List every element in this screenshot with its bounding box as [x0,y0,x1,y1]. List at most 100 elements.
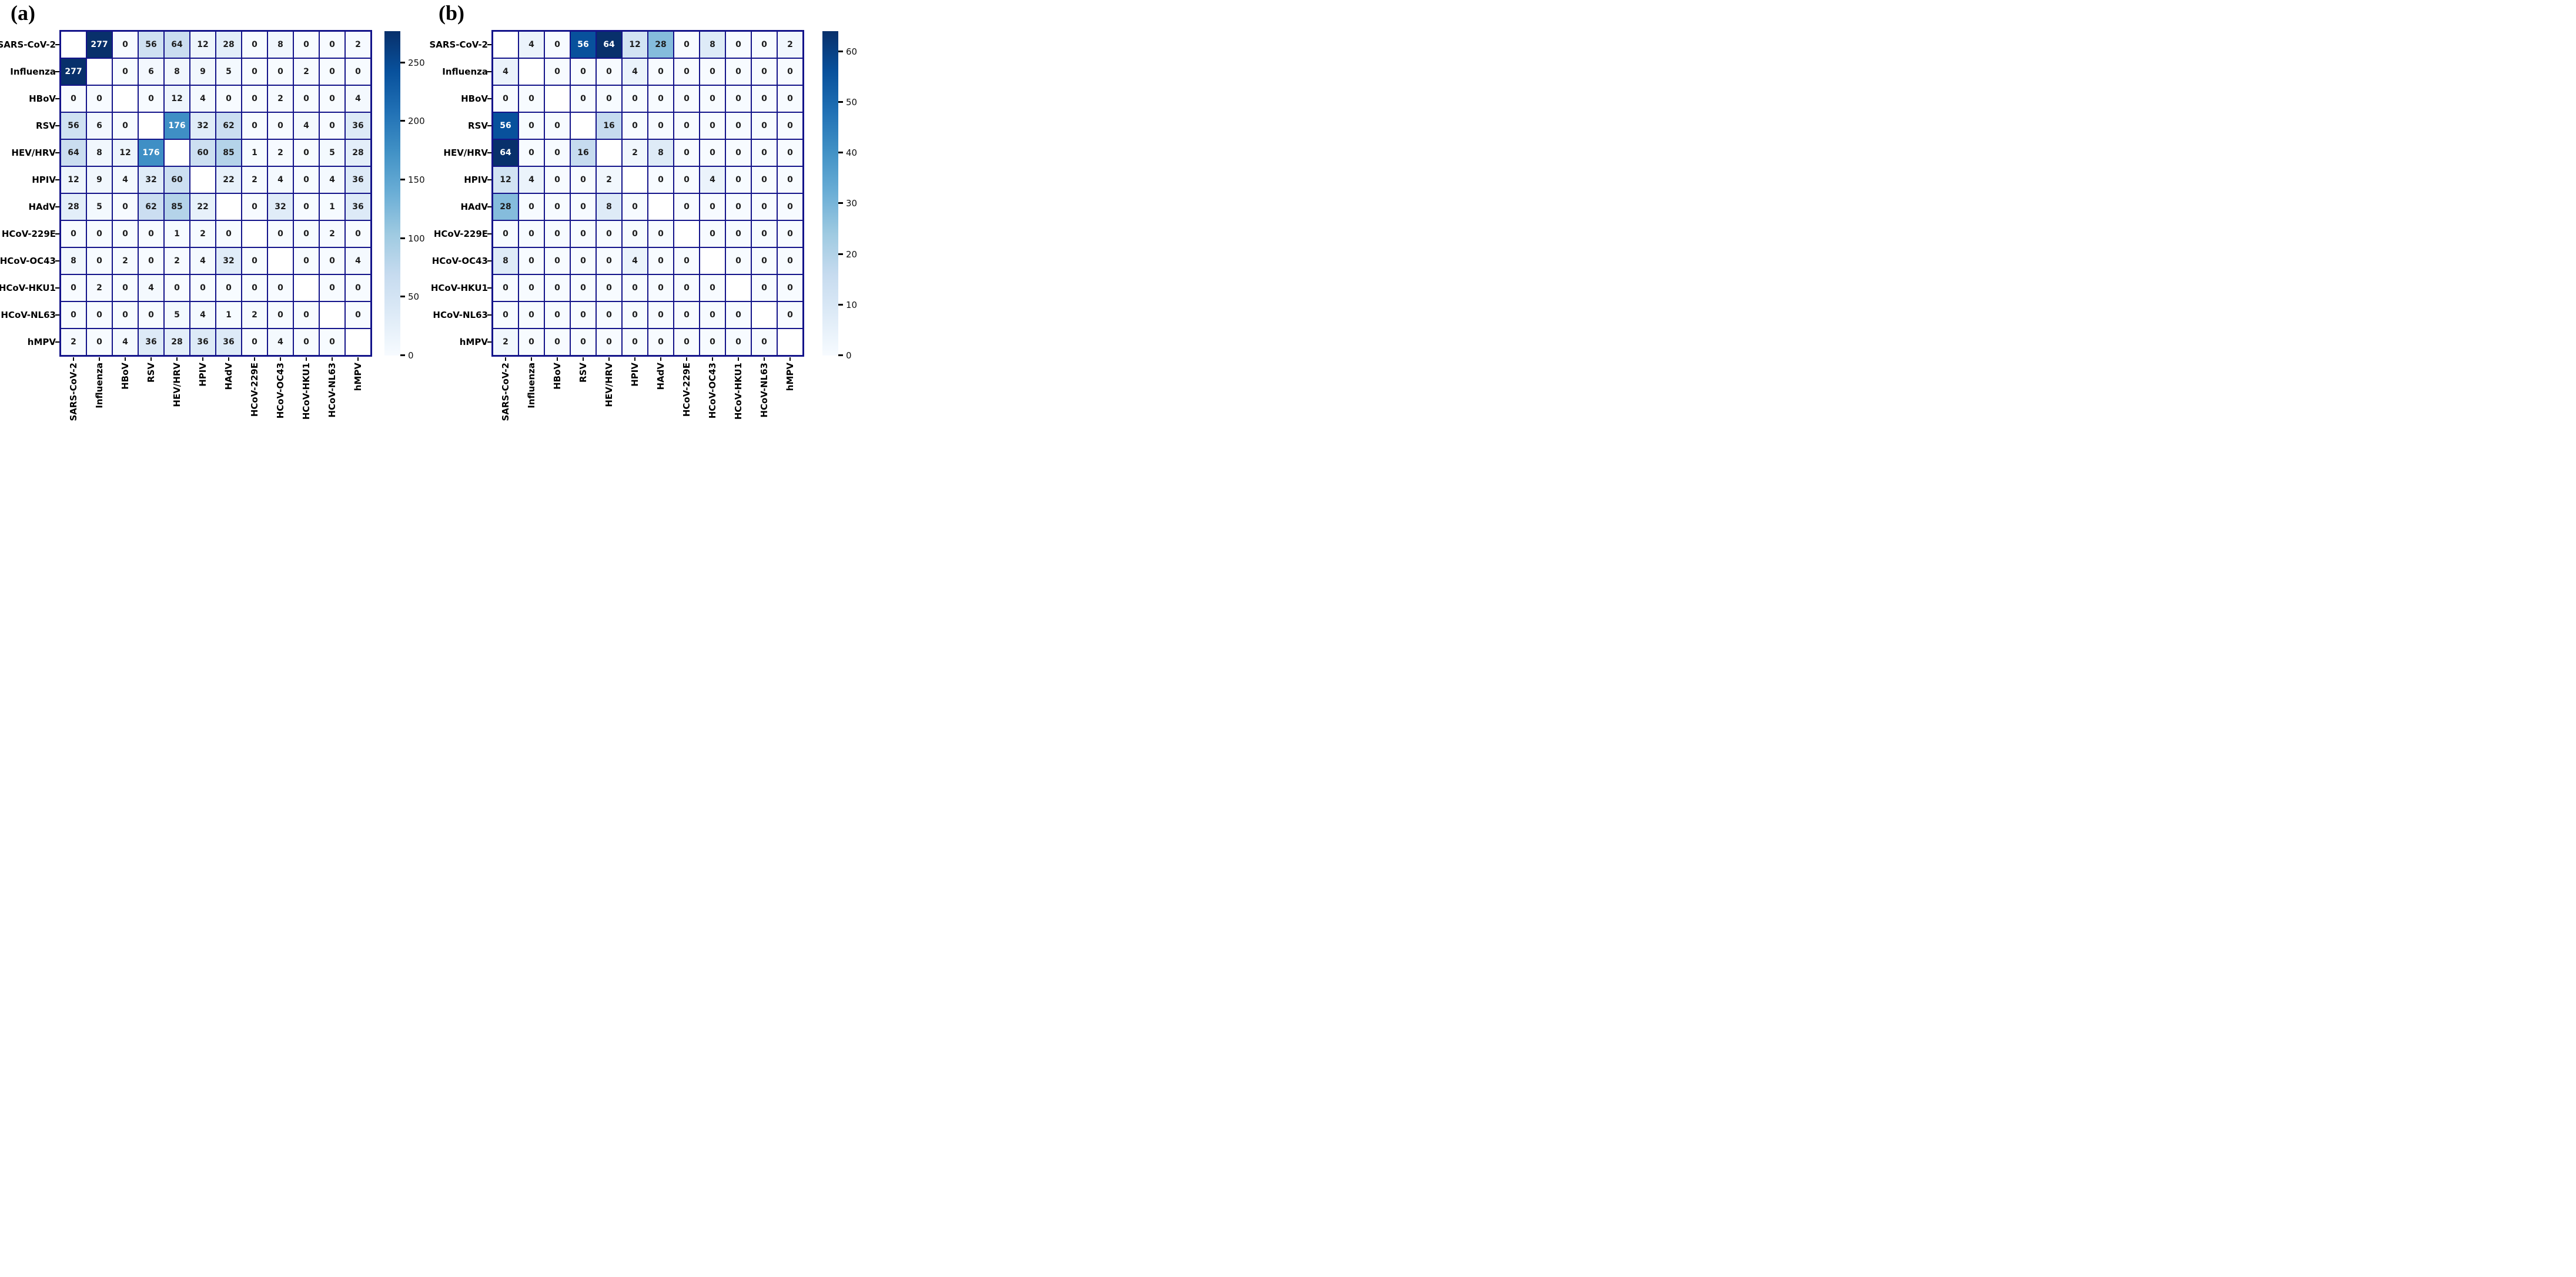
cell-value: 0 [761,283,767,293]
cell-value: 36 [352,202,364,212]
x-axis-tick [125,357,126,361]
cell-value: 1 [174,229,180,239]
cell-value: 36 [223,337,235,347]
cell-value: 0 [148,229,154,239]
heatmap-cell: 2 [164,247,190,274]
heatmap-cell: 0 [777,58,803,85]
cell-value: 0 [71,283,76,293]
heatmap-cell: 62 [138,193,164,220]
heatmap-cell: 0 [319,274,345,301]
heatmap-cell [674,220,700,247]
cell-value: 2 [122,256,128,266]
heatmap-cell: 4 [190,301,216,329]
heatmap-cell: 0 [319,112,345,139]
heatmap-cell: 2 [267,139,293,166]
cell-value: 1 [226,310,232,320]
heatmap-cell: 0 [751,139,777,166]
cell-value: 0 [606,283,612,293]
col-label: RSV [578,363,588,383]
heatmap-cell: 0 [570,85,596,112]
cell-value: 28 [500,202,511,212]
cell-value: 8 [277,40,283,49]
cell-value: 56 [500,121,511,130]
y-axis-tick [487,287,491,289]
cell-value: 0 [684,175,690,185]
cell-value: 64 [68,148,79,157]
heatmap-cell: 62 [216,112,242,139]
heatmap-cell: 0 [86,247,112,274]
cell-value: 0 [528,202,534,212]
x-axis-tick [531,357,532,361]
heatmap-cell: 0 [267,220,293,247]
heatmap-cell: 0 [674,85,700,112]
cell-value: 0 [787,67,793,76]
panel-a-label: (a) [11,1,35,25]
heatmap-cell: 0 [544,301,570,329]
colorbar-tick-label: 0 [408,350,414,361]
cell-value: 0 [355,229,361,239]
cell-value: 0 [684,337,690,347]
heatmap-cell: 0 [596,58,622,85]
cell-value: 176 [168,121,186,130]
cell-value: 0 [761,256,767,266]
heatmap-cell: 2 [190,220,216,247]
heatmap-cell: 0 [570,166,596,193]
heatmap-cell: 28 [164,329,190,356]
cell-value: 4 [632,67,638,76]
cell-value: 0 [735,310,741,320]
heatmap-cell: 1 [216,301,242,329]
heatmap-cell: 0 [518,112,544,139]
cell-value: 0 [122,67,128,76]
heatmap-cell: 0 [777,247,803,274]
heatmap-cell: 0 [319,329,345,356]
heatmap-cell: 0 [674,247,700,274]
heatmap-cell [267,247,293,274]
heatmap-cell: 0 [596,220,622,247]
heatmap-cell: 0 [319,58,345,85]
heatmap-cell: 0 [751,112,777,139]
heatmap-cell: 0 [61,220,86,247]
heatmap-cell: 8 [596,193,622,220]
col-label: SARS-CoV-2 [500,363,511,421]
cell-value: 0 [710,67,715,76]
heatmap-cell: 0 [86,220,112,247]
y-axis-tick [55,152,59,153]
cell-value: 8 [96,148,102,157]
colorbar-tick-label: 20 [846,249,858,260]
heatmap-cell: 4 [622,247,648,274]
cell-value: 0 [329,40,335,49]
cell-value: 0 [252,40,257,49]
heatmap-cell: 0 [725,193,751,220]
heatmap-cell: 12 [190,31,216,58]
heatmap-cell: 5 [164,301,190,329]
heatmap-cell: 2 [345,31,371,58]
heatmap-cell: 2 [242,166,267,193]
heatmap-cell: 0 [242,274,267,301]
heatmap-cell: 36 [345,193,371,220]
heatmap-cell: 6 [86,112,112,139]
heatmap-cell: 0 [622,301,648,329]
col-label: HAdV [655,363,666,390]
y-axis-tick [487,341,491,343]
cell-value: 5 [226,67,232,76]
heatmap-cell: 0 [570,58,596,85]
heatmap-cell: 2 [493,329,518,356]
cell-value: 0 [658,337,664,347]
panel-b: 4 0 56 64 12 28 0 8 0 0 2 4 0 0 0 4 0 0 0 0 0 0 0 0 0 0 0 0 0 0 0 0 0 56 0… [0,0,859,425]
cell-value: 2 [174,256,180,266]
cell-value: 0 [580,310,586,320]
cell-value: 28 [352,148,364,157]
cell-value: 4 [303,121,309,130]
heatmap-cell: 0 [86,329,112,356]
heatmap-cell: 0 [725,166,751,193]
cell-value: 5 [96,202,102,212]
cell-value: 8 [71,256,76,266]
cell-value: 0 [787,283,793,293]
x-axis-tick [357,357,359,361]
heatmap-cell: 85 [164,193,190,220]
colorbar-tick [400,120,405,122]
heatmap-cell: 0 [725,31,751,58]
heatmap-cell: 0 [570,274,596,301]
heatmap-cell: 4 [138,274,164,301]
cell-value: 12 [171,94,183,103]
